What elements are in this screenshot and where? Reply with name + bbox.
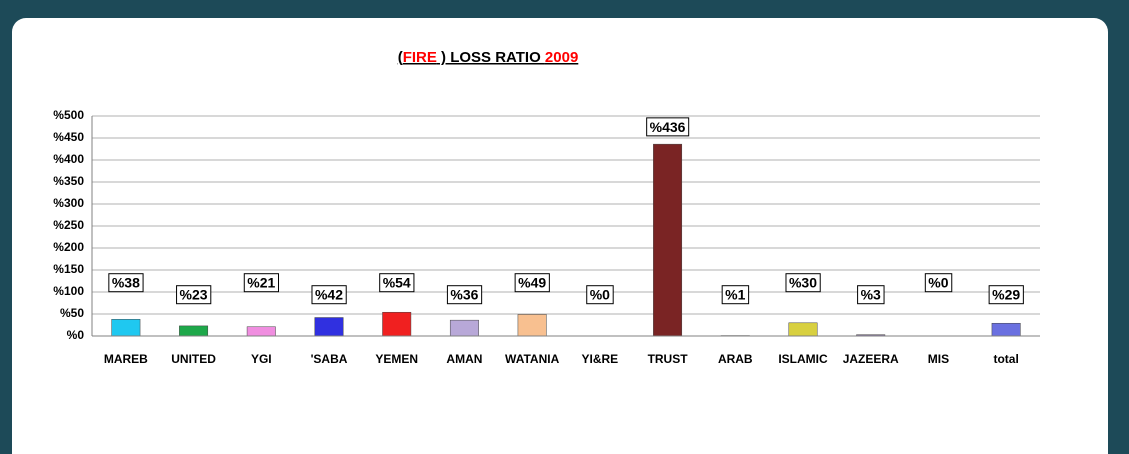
- x-tick-label: TRUST: [648, 352, 689, 366]
- data-label: %42: [315, 287, 343, 303]
- y-tick-label: %0: [67, 328, 85, 342]
- data-label: %36: [450, 287, 478, 303]
- data-label-box: [379, 273, 415, 293]
- data-label-box: [586, 285, 614, 305]
- data-label-box: [646, 117, 690, 137]
- title-part: (: [398, 49, 403, 66]
- y-tick-label: %250: [53, 218, 84, 232]
- x-tick-label: MIS: [928, 352, 949, 366]
- data-label: %29: [992, 287, 1020, 303]
- data-label: %436: [650, 119, 686, 135]
- data-label-box: [176, 285, 212, 305]
- data-label-box: [857, 285, 885, 305]
- title-part: FIRE: [403, 49, 437, 66]
- x-tick-label: JAZEERA: [843, 352, 899, 366]
- data-label-box: [988, 285, 1024, 305]
- x-tick-label: WATANIA: [505, 352, 560, 366]
- data-label-box: [924, 273, 953, 293]
- data-label-box: [785, 273, 821, 293]
- title-part: 2009: [545, 49, 578, 66]
- y-tick-label: %150: [53, 262, 84, 276]
- data-label: %3: [861, 287, 881, 303]
- data-label-box: [514, 273, 550, 293]
- data-label-box: [243, 273, 280, 293]
- data-label: %49: [518, 275, 546, 291]
- x-tick-label: total: [993, 352, 1018, 366]
- data-label: %38: [112, 275, 140, 291]
- data-label: %54: [383, 275, 411, 291]
- x-tick-label: ISLAMIC: [778, 352, 828, 366]
- x-tick-label: UNITED: [171, 352, 216, 366]
- bar: [517, 314, 547, 337]
- bar: [382, 311, 412, 337]
- y-tick-label: %400: [53, 152, 84, 166]
- data-label-box: [446, 285, 483, 305]
- y-tick-label: %500: [53, 108, 84, 122]
- y-tick-label: %450: [53, 130, 84, 144]
- data-label: %30: [789, 275, 817, 291]
- bar: [314, 317, 344, 337]
- bar: [653, 143, 683, 337]
- x-tick-label: YGI: [251, 352, 272, 366]
- x-tick-label: MAREB: [104, 352, 148, 366]
- data-label-box: [311, 285, 347, 305]
- bar: [991, 322, 1021, 337]
- data-label-box: [108, 273, 144, 293]
- chart-title: (FIRE ) LOSS RATIO 2009: [398, 49, 579, 66]
- y-tick-label: %100: [53, 284, 84, 298]
- x-tick-label: YI&RE: [582, 352, 619, 366]
- data-label-box: [721, 285, 750, 305]
- bar: [788, 322, 818, 337]
- y-tick-label: %350: [53, 174, 84, 188]
- y-tick-label: %300: [53, 196, 84, 210]
- data-label: %1: [725, 287, 745, 303]
- bar: [111, 319, 141, 337]
- title-part: ) LOSS RATIO: [437, 49, 545, 66]
- data-label: %0: [928, 275, 948, 291]
- bar: [179, 325, 209, 337]
- bar: [449, 319, 479, 337]
- x-tick-label: AMAN: [446, 352, 482, 366]
- bar: [246, 326, 276, 337]
- y-tick-label: %50: [60, 306, 84, 320]
- data-label: %23: [180, 287, 208, 303]
- y-tick-label: %200: [53, 240, 84, 254]
- x-tick-label: 'SABA: [311, 352, 348, 366]
- x-tick-label: ARAB: [718, 352, 753, 366]
- x-tick-label: YEMEN: [375, 352, 418, 366]
- panel: [12, 18, 1108, 454]
- data-label: %21: [247, 275, 275, 291]
- data-label: %0: [590, 287, 610, 303]
